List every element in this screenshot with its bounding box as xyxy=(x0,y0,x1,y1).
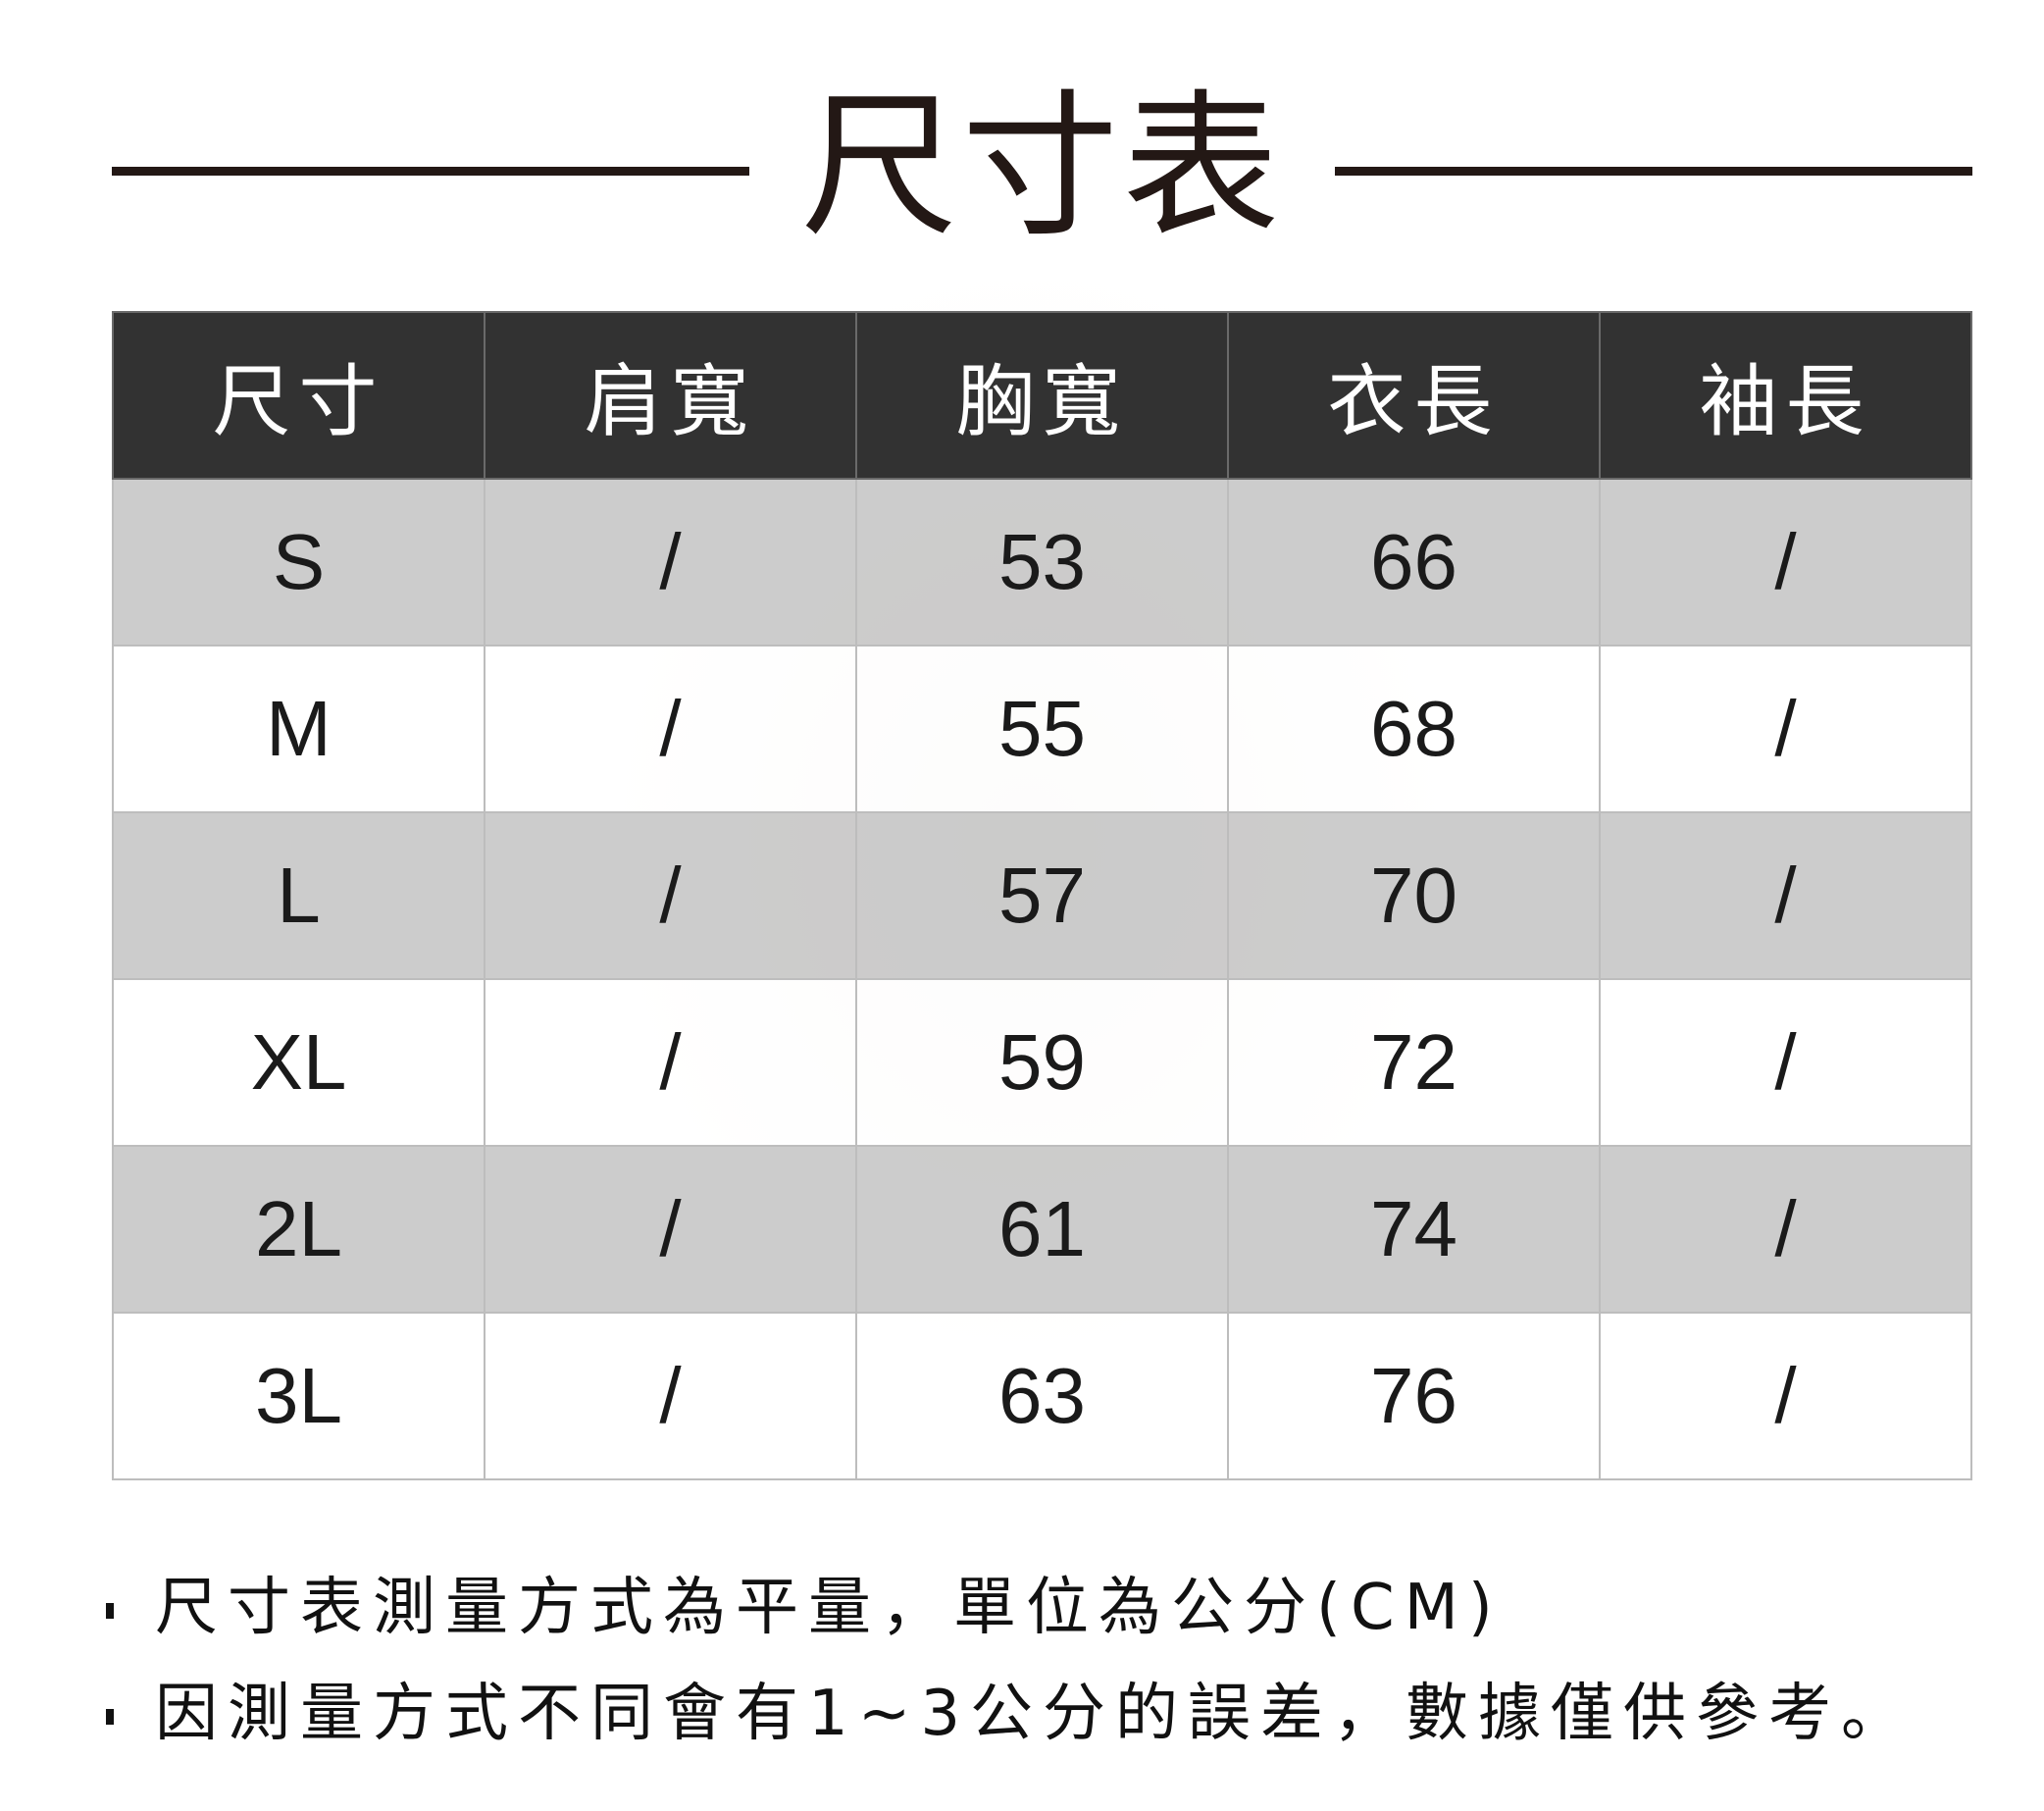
cell-shoulder: / xyxy=(484,978,857,1147)
cell-length: 72 xyxy=(1227,978,1601,1147)
table-row: 3L/63 76/ xyxy=(112,1312,1972,1480)
page-title: 尺寸表 xyxy=(800,75,1284,258)
table-row: L/57 70/ xyxy=(112,811,1972,980)
table-header-row: 尺寸 肩寬 胸寬 衣長 袖長 xyxy=(112,311,1972,480)
bullet-icon xyxy=(106,1709,114,1726)
cell-size: XL xyxy=(112,978,485,1147)
cell-sleeve: / xyxy=(1599,811,1972,980)
table-row: S/53 66/ xyxy=(112,478,1972,647)
cell-length: 76 xyxy=(1227,1312,1601,1480)
table-row: 2L/61 74/ xyxy=(112,1145,1972,1314)
notes: 尺寸表測量方式為平量，單位為公分(CM) 因測量方式不同會有1~3公分的誤差，數… xyxy=(106,1555,1914,1767)
cell-shoulder: / xyxy=(484,478,857,647)
cell-chest: 57 xyxy=(855,811,1229,980)
table-row: M/55 68/ xyxy=(112,645,1972,813)
header-length: 衣長 xyxy=(1227,311,1601,480)
cell-size: 2L xyxy=(112,1145,485,1314)
title-rule-right xyxy=(1335,167,1972,176)
cell-chest: 53 xyxy=(855,478,1229,647)
note-text: 因測量方式不同會有1~3公分的誤差，數據僅供參考。 xyxy=(155,1678,1915,1750)
cell-sleeve: / xyxy=(1599,645,1972,813)
table-row: XL/59 72/ xyxy=(112,978,1972,1147)
title-section: 尺寸表 xyxy=(112,69,1972,265)
header-shoulder: 肩寬 xyxy=(484,311,857,480)
title-rule-left xyxy=(112,167,749,176)
cell-shoulder: / xyxy=(484,811,857,980)
cell-length: 70 xyxy=(1227,811,1601,980)
cell-chest: 63 xyxy=(855,1312,1229,1480)
note-text: 尺寸表測量方式為平量，單位為公分(CM) xyxy=(155,1572,1503,1644)
cell-size: L xyxy=(112,811,485,980)
cell-length: 66 xyxy=(1227,478,1601,647)
header-size: 尺寸 xyxy=(112,311,485,480)
header-chest: 胸寬 xyxy=(855,311,1229,480)
note-item: 因測量方式不同會有1~3公分的誤差，數據僅供參考。 xyxy=(106,1661,1914,1767)
cell-sleeve: / xyxy=(1599,478,1972,647)
cell-length: 68 xyxy=(1227,645,1601,813)
size-table: 尺寸 肩寬 胸寬 衣長 袖長 S/53 66/M/55 68/L/57 70/XL/5… xyxy=(112,311,1972,1480)
cell-chest: 55 xyxy=(855,645,1229,813)
cell-sleeve: / xyxy=(1599,1312,1972,1480)
cell-size: 3L xyxy=(112,1312,485,1480)
cell-sleeve: / xyxy=(1599,1145,1972,1314)
cell-shoulder: / xyxy=(484,645,857,813)
bullet-icon xyxy=(106,1603,114,1620)
cell-length: 74 xyxy=(1227,1145,1601,1314)
cell-shoulder: / xyxy=(484,1145,857,1314)
cell-chest: 61 xyxy=(855,1145,1229,1314)
cell-chest: 59 xyxy=(855,978,1229,1147)
cell-size: S xyxy=(112,478,485,647)
header-sleeve: 袖長 xyxy=(1599,311,1972,480)
note-item: 尺寸表測量方式為平量，單位為公分(CM) xyxy=(106,1555,1914,1661)
cell-shoulder: / xyxy=(484,1312,857,1480)
cell-sleeve: / xyxy=(1599,978,1972,1147)
cell-size: M xyxy=(112,645,485,813)
